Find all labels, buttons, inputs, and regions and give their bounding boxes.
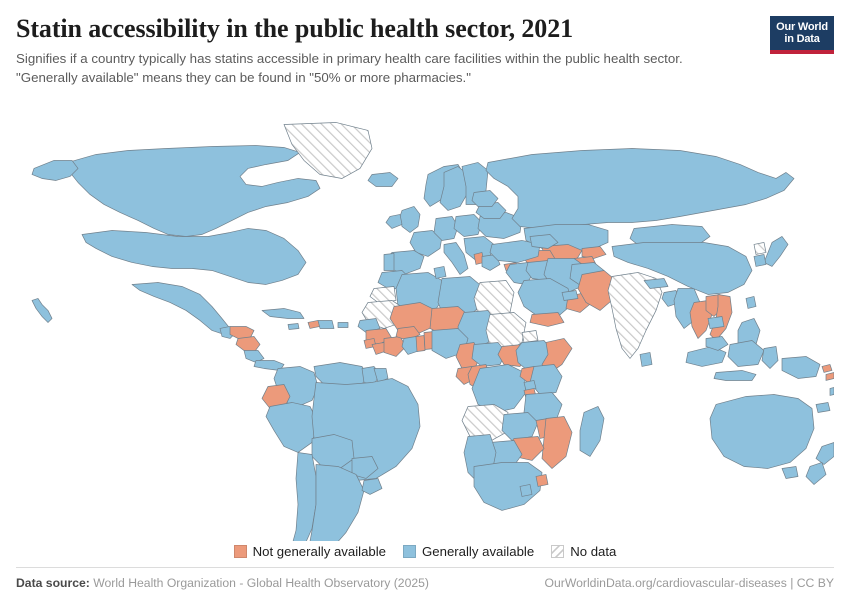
region-rwanda[interactable] (523, 379, 537, 391)
region-cuba[interactable] (261, 307, 305, 319)
region-nicaragua[interactable] (235, 335, 261, 353)
region-jamaica[interactable] (287, 322, 300, 330)
region-north-korea[interactable] (753, 241, 767, 255)
region-chile[interactable] (290, 451, 317, 541)
region-australia[interactable] (709, 393, 815, 469)
world-map[interactable] (16, 92, 834, 541)
region-ukraine[interactable] (477, 211, 523, 239)
region-japan[interactable] (763, 235, 789, 267)
square-swatch-available (403, 544, 417, 558)
region-sulawesi[interactable] (761, 345, 779, 369)
region-nepal[interactable] (643, 277, 669, 289)
attribution-link[interactable]: OurWorldinData.org/cardiovascular-diseas… (544, 576, 834, 590)
our-world-in-data-logo[interactable]: Our World in Data (770, 16, 834, 54)
region-india[interactable] (607, 271, 663, 359)
region-zambia[interactable] (501, 411, 539, 441)
chart-subtitle: Signifies if a country typically has sta… (16, 51, 683, 85)
region-puerto-rico[interactable] (337, 321, 349, 328)
region-ireland[interactable] (385, 213, 403, 229)
region-new-zealand[interactable] (805, 441, 834, 485)
region-suriname[interactable] (373, 367, 389, 383)
region-borneo[interactable] (727, 339, 765, 367)
square-swatch-not-available (233, 544, 247, 558)
logo-line-2: in Data (784, 33, 820, 46)
region-cambodia[interactable] (707, 315, 725, 329)
map-legend: Not generally available Generally availa… (16, 541, 834, 567)
region-western-sahara[interactable] (369, 285, 397, 303)
region-taiwan[interactable] (745, 295, 757, 309)
logo-line-1: Our World (776, 21, 828, 33)
region-malaysia[interactable] (705, 335, 729, 351)
region-fiji[interactable] (829, 386, 834, 396)
data-source-label: Data source: (16, 576, 90, 590)
region-alaska[interactable] (31, 159, 79, 181)
region-angola[interactable] (461, 403, 509, 443)
region-lesotho[interactable] (519, 483, 533, 497)
region-greenland[interactable] (283, 121, 373, 179)
region-solomon-islands[interactable] (821, 363, 834, 381)
region-papua-new-guinea[interactable] (781, 355, 821, 379)
chart-header: Statin accessibility in the public healt… (16, 14, 834, 88)
region-south-korea[interactable] (753, 253, 767, 267)
region-iceland[interactable] (367, 171, 399, 187)
region-italy[interactable] (443, 241, 469, 275)
region-yemen[interactable] (529, 311, 565, 327)
region-united-kingdom[interactable] (399, 205, 421, 233)
hatched-swatch-no-data (551, 544, 565, 558)
region-tunisia[interactable] (433, 265, 447, 279)
region-south-africa[interactable] (473, 461, 543, 511)
region-mozambique[interactable] (541, 415, 573, 469)
region-kenya[interactable] (529, 363, 563, 395)
region-russia[interactable] (485, 147, 795, 229)
region-dominican-republic[interactable] (317, 319, 335, 329)
legend-label: No data (570, 543, 617, 559)
region-pakistan[interactable] (577, 269, 617, 311)
world-map-svg[interactable] (16, 92, 834, 541)
region-ghana[interactable] (401, 335, 421, 355)
data-source: Data source: World Health Organization -… (16, 576, 429, 590)
region-argentina[interactable] (308, 463, 365, 541)
region-togo[interactable] (415, 334, 426, 352)
legend-item-generally-available[interactable]: Generally available (403, 545, 534, 558)
region-eswatini[interactable] (535, 473, 549, 487)
region-paraguay[interactable] (351, 455, 379, 479)
region-madagascar[interactable] (579, 405, 605, 457)
legend-label: Generally available (422, 543, 535, 559)
chart-footer: Data source: World Health Organization -… (16, 568, 834, 600)
legend-item-not-generally-available[interactable]: Not generally available (233, 543, 387, 559)
region-drc[interactable] (471, 363, 527, 413)
footer-divider (16, 567, 834, 568)
legend-label: Not generally available (252, 543, 387, 559)
region-portugal[interactable] (383, 252, 395, 271)
region-peru[interactable] (265, 401, 319, 453)
region-china[interactable] (611, 241, 753, 295)
region-mali[interactable] (389, 301, 437, 335)
header-text-block: Statin accessibility in the public healt… (16, 14, 716, 88)
region-sweden[interactable] (439, 165, 469, 211)
region-uruguay[interactable] (361, 477, 383, 495)
region-turkey[interactable] (489, 239, 541, 263)
region-hawaii[interactable] (31, 297, 53, 323)
region-indonesia-java[interactable] (713, 369, 757, 381)
region-eritrea[interactable] (521, 329, 539, 343)
region-new-caledonia[interactable] (815, 401, 831, 413)
region-mexico[interactable] (131, 281, 231, 335)
region-france[interactable] (409, 229, 443, 257)
region-sri-lanka[interactable] (639, 351, 653, 367)
region-baltics[interactable] (471, 189, 499, 207)
region-tasmania[interactable] (781, 465, 799, 479)
region-georgia-armenia-azerbaijan[interactable] (529, 233, 559, 249)
region-bolivia[interactable] (311, 433, 355, 469)
region-central-african-republic[interactable] (471, 341, 507, 367)
data-source-value: World Health Organization - Global Healt… (93, 576, 429, 590)
region-germany[interactable] (433, 215, 459, 241)
legend-item-no-data[interactable]: No data (551, 545, 616, 558)
page-title: Statin accessibility in the public healt… (16, 14, 573, 43)
region-canada[interactable] (67, 144, 321, 237)
region-poland[interactable] (453, 213, 483, 237)
region-united-states[interactable] (81, 227, 307, 285)
region-uae-qatar[interactable] (561, 289, 579, 301)
region-kyrgyzstan[interactable] (581, 245, 607, 259)
